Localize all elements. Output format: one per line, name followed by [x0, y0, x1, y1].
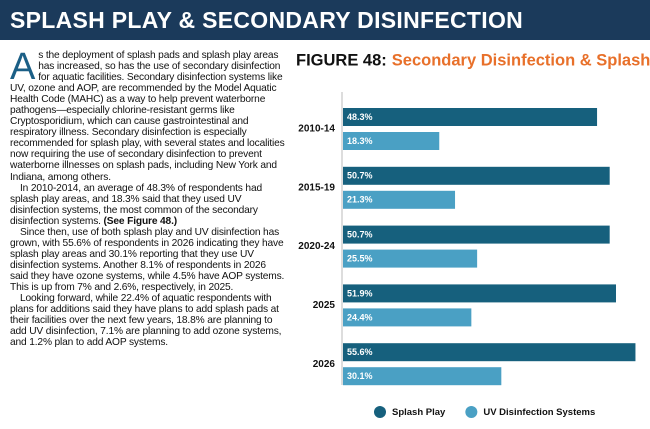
bar: [343, 225, 610, 244]
legend-swatch: [465, 406, 478, 418]
bar: [343, 367, 502, 386]
legend-label: UV Disinfection Systems: [483, 407, 595, 418]
paragraph: Looking forward, while 22.4% of aquatic …: [10, 293, 286, 348]
value-label: 50.7%: [347, 171, 373, 181]
drop-cap: A: [10, 50, 36, 88]
bar: [343, 284, 616, 303]
bar: [343, 249, 478, 268]
value-label: 30.1%: [347, 371, 373, 381]
bar: [343, 108, 598, 126]
bar: [343, 308, 472, 327]
category-label: 2015-19: [298, 182, 335, 193]
paragraph: In 2010-2014, an average of 48.3% of res…: [10, 183, 286, 227]
category-label: 2026: [313, 359, 336, 370]
value-label: 51.9%: [347, 288, 373, 298]
paragraph-text: s the deployment of splash pads and spla…: [10, 50, 285, 183]
bar: [343, 343, 636, 362]
figure-label: FIGURE 48:: [296, 51, 387, 69]
category-label: 2020-24: [298, 241, 335, 252]
paragraph-text: In 2010-2014, an average of 48.3% of res…: [10, 182, 262, 227]
value-label: 25.5%: [347, 253, 373, 263]
paragraph-text: Since then, use of both splash play and …: [10, 226, 285, 293]
legend-swatch: [374, 406, 386, 418]
chart-title: Secondary Disinfection & Splash Play: [392, 51, 650, 69]
chart: FIGURE 48: Secondary Disinfection & Spla…: [296, 51, 650, 418]
page-title: SPLASH PLAY & SECONDARY DISINFECTION: [10, 7, 524, 33]
bar: [343, 132, 440, 150]
value-label: 18.3%: [347, 136, 373, 146]
value-label: 21.3%: [347, 195, 373, 205]
paragraph: Since then, use of both splash play and …: [10, 227, 286, 293]
paragraph-text: Looking forward, while 22.4% of aquatic …: [10, 293, 282, 349]
category-label: 2025: [313, 300, 336, 311]
value-label: 55.6%: [347, 347, 373, 357]
legend-label: Splash Play: [392, 407, 446, 418]
figure-reference: (See Figure 48.): [103, 215, 178, 227]
bar: [343, 166, 610, 185]
value-label: 48.3%: [347, 112, 373, 122]
value-label: 50.7%: [347, 229, 373, 239]
bar: [343, 190, 456, 209]
banner: SPLASH PLAY & SECONDARY DISINFECTION: [0, 0, 650, 40]
category-label: 2010-14: [298, 124, 335, 135]
value-label: 24.4%: [347, 312, 373, 322]
